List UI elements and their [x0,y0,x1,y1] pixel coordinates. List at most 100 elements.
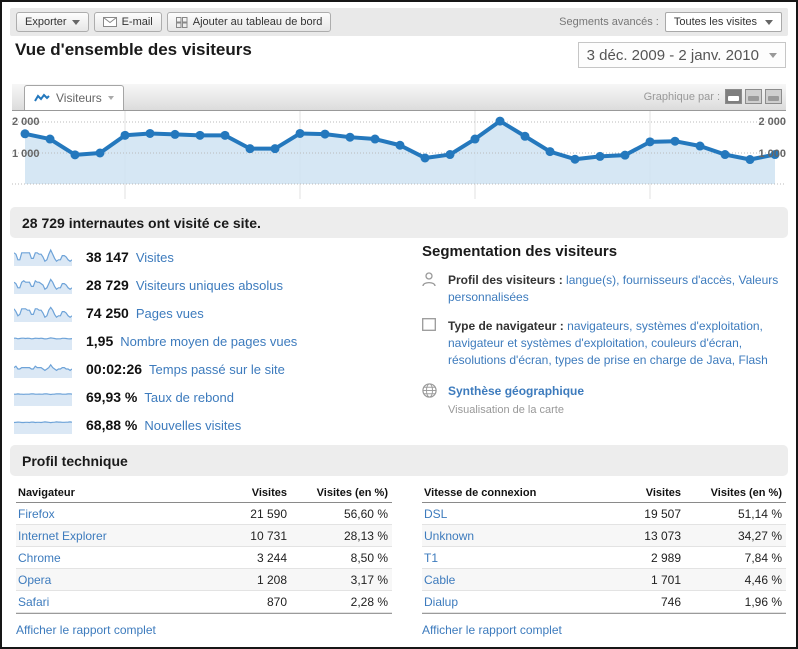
metric-link-2[interactable]: Pages vues [135,305,204,321]
table-body: DSL 19 507 51,14 % Unknown 13 073 34,27 % T1 2 … [422,503,786,614]
row-value: 1 208 [256,572,287,587]
row-value: 2,28 % [350,594,388,609]
row-value: 870 [266,594,287,609]
segmentation-link[interactable]: systèmes d'exploitation, [635,319,763,333]
row-value: 28,13 % [343,528,388,543]
metric-value: 69,93 % [86,389,138,405]
connection-speed-table: Vitesse de connexion Visites Visites (en %… [422,483,786,637]
add-to-dashboard-button[interactable]: Ajouter au tableau de bord [166,12,332,32]
segmentation-link[interactable]: couleurs d'écran, [651,336,743,350]
row-link[interactable]: Chrome [18,550,61,565]
segmentation-link[interactable]: Valeurs personnalisées [448,273,779,304]
segmentation-link[interactable]: résolutions d'écran, [448,353,552,367]
table-row: Opera 1 208 3,17 % [16,569,392,591]
page-title: Vue d'ensemble des visiteurs [15,40,252,59]
table-body: Firefox 21 590 56,60 % Internet Explorer 10 … [16,503,392,614]
row-link[interactable]: T1 [424,550,439,565]
row-value: 21 590 [250,506,287,521]
segmentation-link[interactable]: navigateur et systèmes d'exploitation, [448,336,648,350]
metric-row: 1,95 Nombre moyen de pages vues [14,327,414,355]
y-axis-label-2000-left: 2 000 [12,116,40,128]
column-header: Visites (en %) [710,486,782,499]
tab-visiteurs[interactable]: Visiteurs [24,85,124,110]
graph-by-month-button[interactable] [765,89,782,104]
view-full-report-link[interactable]: Afficher le rapport complet [16,623,156,637]
segmentation-title: Segmentation des visiteurs [422,243,618,260]
segmentation-row-text: Profil des visiteurs : langue(s), fourni… [448,272,782,306]
row-link[interactable]: Safari [18,594,50,609]
row-link[interactable]: Dialup [424,594,459,609]
geo-summary-link[interactable]: Synthèse géographique [448,384,585,398]
chart-tabbar: Visiteurs Graphique par : [12,84,786,111]
row-value: 746 [660,594,681,609]
y-axis-label-2000-right: 2 000 [758,116,786,128]
segmentation-link[interactable]: Flash [738,353,768,367]
table-row: Unknown 13 073 34,27 % [422,525,786,547]
table-row: DSL 19 507 51,14 % [422,503,786,525]
row-link[interactable]: Firefox [18,506,55,521]
metric-link-3[interactable]: Nombre moyen de pages vues [120,333,298,349]
person-icon [422,272,440,306]
row-link[interactable]: Opera [18,572,52,587]
metric-link-6[interactable]: Nouvelles visites [144,417,242,433]
segmentation-row-label: Profil des visiteurs : [448,273,567,287]
metric-value: 00:02:26 [86,361,143,377]
metric-link-4[interactable]: Temps passé sur le site [149,361,285,377]
metric-link-5[interactable]: Taux de rebond [144,389,234,405]
graph-by-day-button[interactable] [725,89,742,104]
segmentation-link[interactable]: navigateurs, [567,319,633,333]
sparkline-icon [34,93,50,102]
table-row: T1 2 989 7,84 % [422,547,786,569]
segmentation-link[interactable]: fournisseurs d'accès, [622,273,736,287]
export-button[interactable]: Exporter [16,12,89,32]
row-value: 1,96 % [744,594,782,609]
graph-by-label: Graphique par : [643,90,720,103]
metric-sparkline [14,306,72,322]
visitors-chart[interactable]: 2 000 1 000 2 000 1 000 [12,111,786,201]
technical-profile-title: Profil technique [22,452,128,469]
metric-sparkline [14,421,72,434]
segments-dropdown-value: Toutes les visites [673,16,757,28]
segmentation-row: Type de navigateur : navigateurs, systèm… [422,318,782,369]
chevron-down-icon [71,19,80,25]
metric-sparkline [14,278,72,294]
email-button[interactable]: E-mail [93,12,162,32]
metric-link-1[interactable]: Visiteurs uniques absolus [135,277,284,293]
row-value: 3,17 % [350,572,388,587]
envelope-icon [102,17,117,27]
row-link[interactable]: DSL [424,506,448,521]
segmentation-row-label: Type de navigateur : [448,319,568,333]
visitors-line-chart [12,111,786,199]
table-row: Safari 870 2,28 % [16,591,392,613]
segments-dropdown[interactable]: Toutes les visites [664,12,782,32]
row-value: 34,27 % [737,528,782,543]
metric-sparkline [14,337,72,350]
y-axis-label-1000-right: 1 000 [758,148,786,160]
row-link[interactable]: Internet Explorer [18,528,107,543]
table-row: Cable 1 701 4,46 % [422,569,786,591]
row-link[interactable]: Cable [424,572,456,587]
segmentation-section: Segmentation des visiteurs Profil des vi… [422,243,782,431]
segmentation-rows: Profil des visiteurs : langue(s), fourni… [422,272,782,369]
metric-row: 68,88 % Nouvelles visites [14,411,414,439]
visitors-summary-banner: 28 729 internautes ont visité ce site. [10,207,788,238]
metric-row: 00:02:26 Temps passé sur le site [14,355,414,383]
browser-table: Navigateur Visites Visites (en %) Firefox 21… [16,483,392,637]
graph-by-week-button[interactable] [745,89,762,104]
column-header: Visites (en %) [316,486,388,499]
metric-row: 74 250 Pages vues [14,299,414,327]
metric-link-0[interactable]: Visites [135,249,174,265]
table-header: Navigateur Visites Visites (en %) [16,483,392,503]
metrics-list: 38 147 Visites 28 729 Visiteurs uniques abs… [14,243,414,439]
segmentation-link[interactable]: langue(s), [566,273,620,287]
metric-row: 69,93 % Taux de rebond [14,383,414,411]
row-value: 4,46 % [744,572,782,587]
add-to-dashboard-label: Ajouter au tableau de bord [192,16,323,28]
date-range-selector[interactable]: 3 déc. 2009 - 2 janv. 2010 [577,42,786,68]
row-value: 13 073 [644,528,681,543]
segmentation-link[interactable]: types de prise en charge de Java, [555,353,736,367]
row-value: 8,50 % [350,550,388,565]
view-full-report-link[interactable]: Afficher le rapport complet [422,623,562,637]
row-link[interactable]: Unknown [424,528,475,543]
